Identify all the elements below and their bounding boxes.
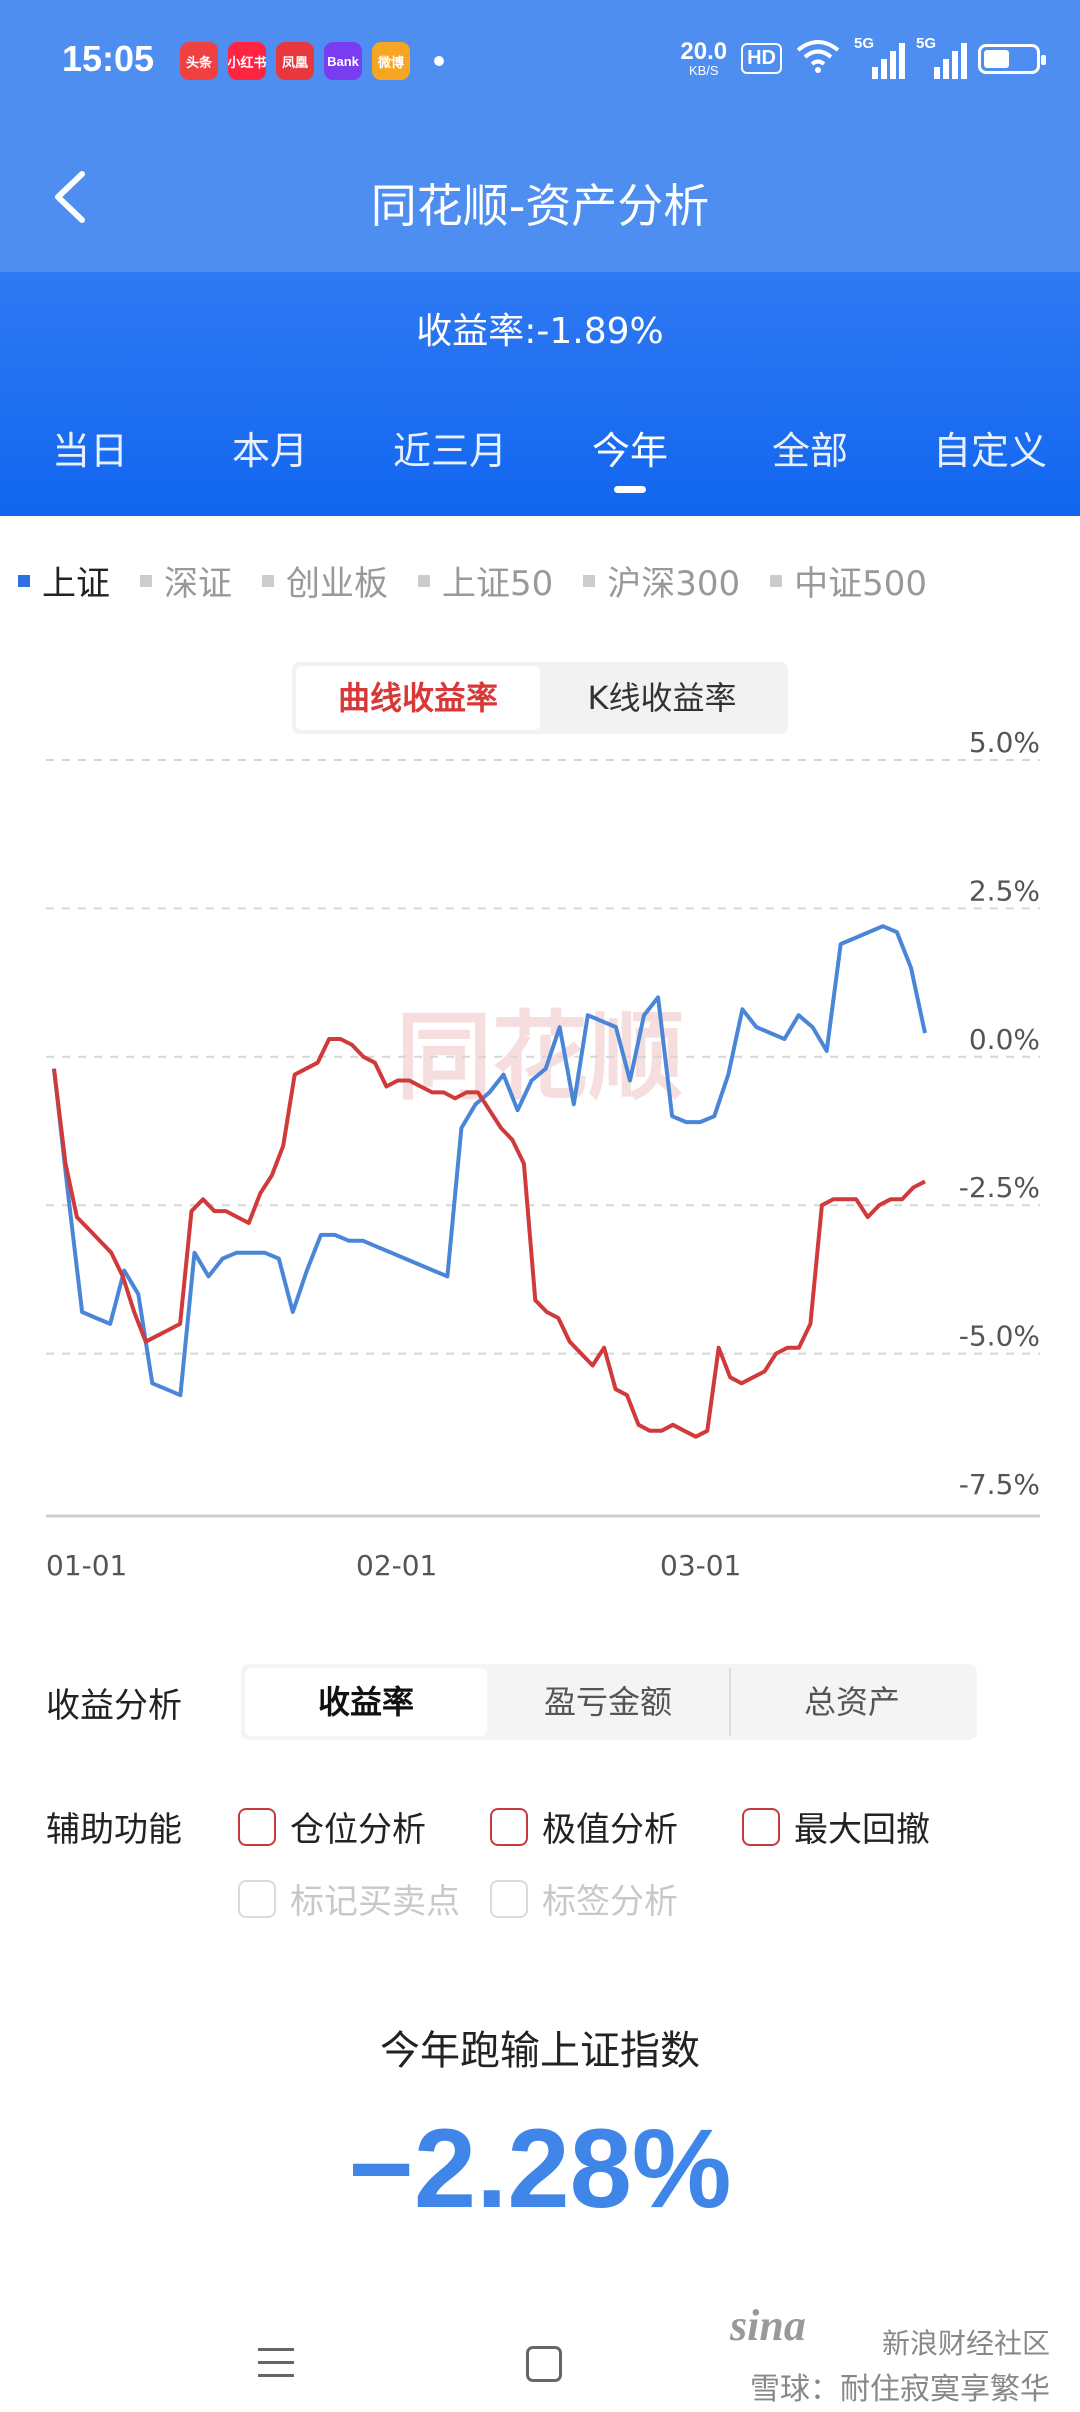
summary-header: 收益率:-1.89% 当日 本月 近三月 今年 全部 自定义	[0, 272, 1080, 516]
xiaohongshu-icon: 小红书	[228, 42, 266, 80]
index-label: 中证500	[794, 564, 928, 604]
watermark-line2: 雪球：耐住寂寞享繁华	[750, 2372, 1050, 2407]
tab-three-months[interactable]: 近三月	[392, 429, 507, 473]
checkbox-box	[742, 1807, 780, 1846]
total-assets-option[interactable]: 总资产	[803, 1683, 900, 1721]
profit-amount-option[interactable]: 盈亏金额	[487, 1668, 731, 1736]
analysis-label: 收益分析	[46, 1685, 182, 1726]
analysis-row: 收益分析 收益率 盈亏金额 总资产	[46, 1664, 977, 1740]
weibo-icon: 微博	[372, 42, 410, 80]
battery-icon	[978, 43, 1046, 74]
hd-icon: HD	[741, 43, 782, 74]
legend-square	[583, 574, 596, 587]
tab-custom[interactable]: 自定义	[932, 429, 1047, 473]
signal-icon: 5G	[854, 35, 905, 79]
y-tick-label: 2.5%	[969, 874, 1040, 907]
status-time: 15:05	[62, 38, 155, 79]
chart-type-toggle: 曲线收益率 K线收益率	[292, 662, 788, 734]
net-speed-unit: KB/S	[688, 63, 719, 78]
y-tick-label: -5.0%	[959, 1320, 1040, 1353]
title-bar: 同花顺-资产分析	[0, 122, 1080, 272]
period-tabs: 当日 本月 近三月 今年 全部 自定义	[0, 420, 1080, 493]
chevron-left-icon	[55, 171, 85, 223]
index-label: 上证	[42, 564, 110, 604]
return-rate: 收益率:-1.89%	[416, 311, 664, 352]
legend-square	[140, 574, 152, 587]
checkbox-box	[238, 1879, 276, 1918]
summary-value: −2.28%	[348, 2106, 732, 2231]
extreme-analysis-checkbox[interactable]: 极值分析	[490, 1802, 678, 1851]
checkbox-label: 标签分析	[542, 1882, 678, 1922]
checkbox-box	[238, 1807, 276, 1846]
y-tick-label: -7.5%	[959, 1468, 1040, 1501]
aux-label: 辅助功能	[46, 1810, 182, 1850]
index-chinext[interactable]: 创业板	[262, 556, 388, 605]
index-shenzhen[interactable]: 深证	[140, 556, 232, 605]
tag-analysis-checkbox[interactable]: 标签分析	[490, 1874, 678, 1923]
y-tick-label: -2.5%	[959, 1171, 1040, 1204]
tab-today[interactable]: 当日	[51, 429, 128, 473]
kline-return-option[interactable]: K线收益率	[587, 679, 737, 717]
status-bar: 15:05 头条 小红书 凤凰 Bank 微博 20.0 KB/S HD 5G …	[0, 0, 1080, 122]
legend-square	[770, 574, 783, 587]
y-tick-label: 5.0%	[969, 730, 1040, 759]
summary-label: 今年跑输上证指数	[380, 2028, 700, 2074]
x-tick-label: 03-01	[660, 1549, 741, 1582]
index-label: 深证	[164, 564, 232, 604]
checkbox-label: 最大回撤	[794, 1810, 930, 1850]
y-tick-label: 0.0%	[969, 1023, 1040, 1056]
return-rate-option[interactable]: 收益率	[245, 1668, 487, 1736]
index-selector: 上证 深证 创业板 上证50 沪深300 中证500	[0, 556, 1080, 605]
toutiao-icon: 头条	[180, 42, 218, 80]
net-speed: 20.0 KB/S	[680, 38, 728, 78]
index-label: 上证50	[442, 564, 554, 604]
bank-icon: Bank	[324, 42, 362, 80]
index-shanghai[interactable]: 上证	[18, 556, 110, 605]
notification-dot	[434, 56, 444, 66]
tab-this-year[interactable]: 今年	[540, 420, 720, 493]
portfolio-return-line	[52, 1037, 926, 1439]
menu-icon[interactable]	[258, 2348, 294, 2380]
signal-label: 5G	[916, 34, 937, 52]
index-label: 沪深300	[607, 564, 741, 604]
back-button[interactable]	[40, 162, 110, 232]
legend-square	[262, 574, 274, 587]
analysis-toggle: 收益率 盈亏金额 总资产	[241, 1664, 977, 1740]
x-tick-label: 02-01	[356, 1549, 437, 1582]
signal-label: 5G	[854, 34, 875, 52]
legend-square	[18, 574, 30, 587]
max-drawdown-checkbox[interactable]: 最大回撤	[742, 1802, 930, 1851]
system-nav-bar	[0, 2300, 1080, 2412]
curve-return-option[interactable]: 曲线收益率	[296, 666, 540, 730]
legend-square	[418, 574, 430, 587]
position-analysis-checkbox[interactable]: 仓位分析	[238, 1802, 426, 1851]
tab-this-month[interactable]: 本月	[231, 429, 308, 473]
index-sse50[interactable]: 上证50	[418, 556, 553, 605]
watermark-line1: 新浪财经社区	[881, 2327, 1050, 2360]
tab-all[interactable]: 全部	[771, 429, 848, 473]
index-csi500[interactable]: 中证500	[770, 556, 927, 605]
mark-trades-checkbox[interactable]: 标记买卖点	[238, 1874, 460, 1923]
index-label: 创业板	[286, 564, 388, 604]
index-return-line	[52, 924, 927, 1398]
checkbox-label: 极值分析	[542, 1810, 678, 1850]
x-tick-label: 01-01	[46, 1549, 127, 1582]
net-speed-value: 20.0	[680, 38, 728, 65]
checkbox-box	[490, 1807, 528, 1846]
sina-logo: sina	[730, 2301, 806, 2350]
wifi-icon	[796, 38, 840, 79]
status-indicators: 20.0 KB/S HD 5G 5G	[680, 35, 1046, 79]
checkbox-label: 仓位分析	[290, 1810, 426, 1850]
page-title: 同花顺-资产分析	[370, 179, 710, 233]
index-csi300[interactable]: 沪深300	[583, 556, 740, 605]
news-icon: 凤凰	[276, 42, 314, 80]
status-app-icons: 头条 小红书 凤凰 Bank 微博	[180, 42, 444, 80]
checkbox-box	[490, 1879, 528, 1918]
home-icon[interactable]	[526, 2346, 562, 2382]
checkbox-label: 标记买卖点	[290, 1882, 460, 1922]
signal-icon: 5G	[916, 35, 967, 79]
